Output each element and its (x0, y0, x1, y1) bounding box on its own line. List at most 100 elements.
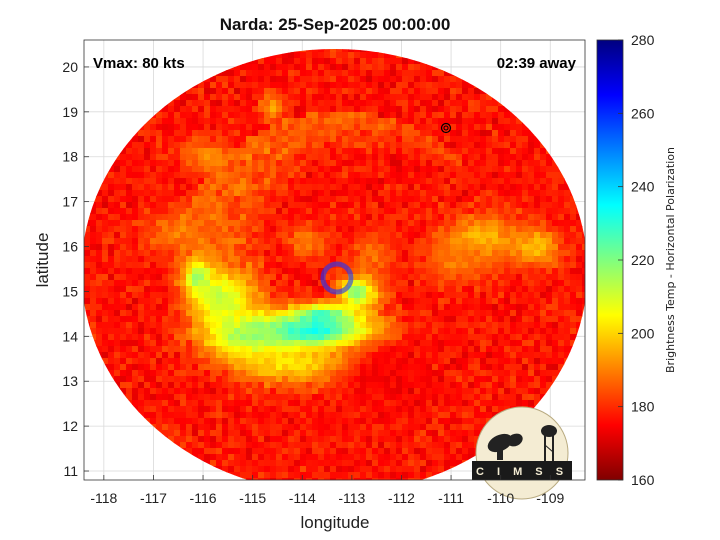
heatmap-cell (120, 154, 127, 161)
heatmap-cell (444, 112, 451, 119)
heatmap-cell (348, 166, 355, 173)
heatmap-cell (474, 244, 481, 251)
heatmap-cell (312, 106, 319, 113)
heatmap-cell (288, 256, 295, 263)
heatmap-cell (438, 364, 445, 371)
heatmap-cell (360, 316, 367, 323)
heatmap-cell (186, 142, 193, 149)
heatmap-cell (468, 262, 475, 269)
heatmap-cell (564, 256, 571, 263)
heatmap-cell (186, 190, 193, 197)
heatmap-cell (234, 226, 241, 233)
heatmap-cell (228, 286, 235, 293)
heatmap-cell (336, 160, 343, 167)
heatmap-cell (336, 136, 343, 143)
heatmap-cell (570, 310, 577, 317)
heatmap-cell (414, 268, 421, 275)
heatmap-cell (114, 232, 121, 239)
heatmap-cell (198, 226, 205, 233)
heatmap-cell (240, 370, 247, 377)
heatmap-cell (162, 364, 169, 371)
heatmap-cell (486, 124, 493, 131)
heatmap-cell (288, 184, 295, 191)
heatmap-cell (360, 220, 367, 227)
heatmap-cell (252, 82, 259, 89)
heatmap-cell (510, 190, 517, 197)
heatmap-cell (168, 232, 175, 239)
heatmap-cell (414, 340, 421, 347)
heatmap-cell (474, 334, 481, 341)
heatmap-cell (264, 166, 271, 173)
heatmap-cell (342, 166, 349, 173)
heatmap-cell (582, 280, 585, 287)
heatmap-cell (462, 232, 469, 239)
heatmap-cell (222, 280, 229, 287)
heatmap-cell (558, 250, 565, 257)
heatmap-cell (558, 310, 565, 317)
heatmap-cell (402, 364, 409, 371)
heatmap-cell (522, 268, 529, 275)
heatmap-cell (276, 76, 283, 83)
heatmap-cell (486, 178, 493, 185)
heatmap-cell (324, 244, 331, 251)
heatmap-cell (372, 70, 379, 77)
heatmap-cell (576, 238, 583, 245)
heatmap-cell (294, 124, 301, 131)
heatmap-cell (510, 178, 517, 185)
heatmap-cell (156, 322, 163, 329)
heatmap-cell (192, 256, 199, 263)
heatmap-cell (510, 340, 517, 347)
heatmap-cell (366, 178, 373, 185)
heatmap-cell (414, 172, 421, 179)
heatmap-cell (366, 124, 373, 131)
heatmap-cell (336, 70, 343, 77)
heatmap-cell (468, 250, 475, 257)
heatmap-cell (168, 346, 175, 353)
heatmap-cell (114, 166, 121, 173)
heatmap-cell (480, 214, 487, 221)
heatmap-cell (240, 178, 247, 185)
heatmap-cell (336, 334, 343, 341)
heatmap-cell (306, 142, 313, 149)
heatmap-cell (204, 238, 211, 245)
heatmap-cell (228, 364, 235, 371)
heatmap-cell (492, 154, 499, 161)
heatmap-cell (390, 118, 397, 125)
heatmap-cell (558, 256, 565, 263)
heatmap-cell (300, 238, 307, 245)
heatmap-cell (480, 166, 487, 173)
heatmap-cell (408, 310, 415, 317)
heatmap-cell (120, 148, 127, 155)
heatmap-cell (426, 190, 433, 197)
heatmap-cell (294, 328, 301, 335)
heatmap-cell (174, 250, 181, 257)
heatmap-cell (228, 160, 235, 167)
heatmap-cell (420, 106, 427, 113)
heatmap-cell (306, 196, 313, 203)
heatmap-cell (468, 88, 475, 95)
heatmap-cell (318, 238, 325, 245)
heatmap-cell (186, 256, 193, 263)
heatmap-cell (420, 370, 427, 377)
heatmap-cell (84, 262, 91, 269)
heatmap-cell (510, 226, 517, 233)
heatmap-cell (378, 190, 385, 197)
heatmap-cell (420, 298, 427, 305)
heatmap-cell (498, 166, 505, 173)
heatmap-cell (324, 160, 331, 167)
heatmap-cell (162, 238, 169, 245)
heatmap-cell (546, 244, 553, 251)
heatmap-cell (390, 214, 397, 221)
heatmap-cell (372, 58, 379, 65)
heatmap-cell (264, 142, 271, 149)
heatmap-cell (240, 292, 247, 299)
heatmap-cell (102, 352, 109, 359)
heatmap-cell (450, 166, 457, 173)
heatmap-cell (150, 208, 157, 215)
heatmap-cell (516, 130, 523, 137)
heatmap-cell (306, 178, 313, 185)
heatmap-cell (156, 226, 163, 233)
heatmap-cell (378, 364, 385, 371)
heatmap-cell (348, 88, 355, 95)
heatmap-cell (366, 376, 373, 383)
